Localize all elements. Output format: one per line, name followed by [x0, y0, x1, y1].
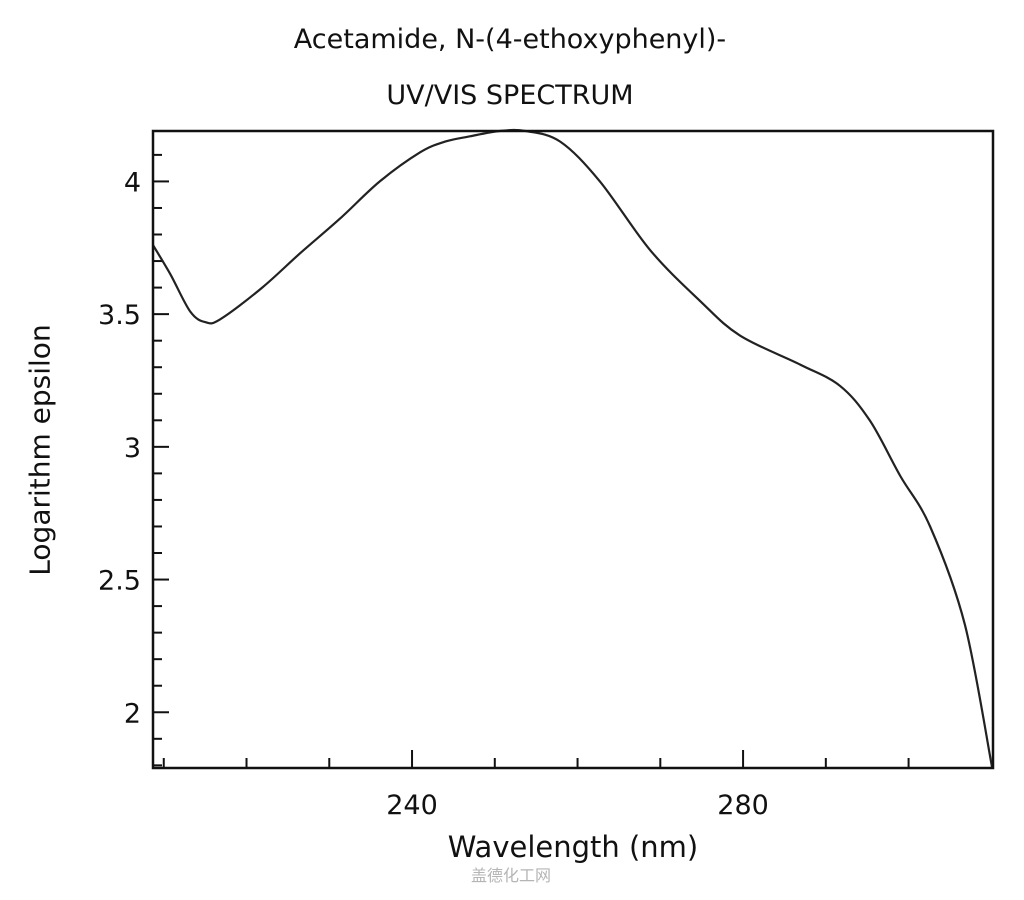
chart-title: Acetamide, N-(4-ethoxyphenyl)-	[293, 24, 727, 55]
tick-label: 3	[124, 433, 141, 464]
tick-label: 240	[386, 790, 438, 821]
axis-ticks	[153, 153, 910, 768]
watermark: 盖德化工网	[470, 866, 552, 885]
plot-frame	[151, 129, 995, 770]
tick-label: 3.5	[98, 300, 141, 331]
tick-label: 2	[124, 698, 141, 729]
tick-label: 280	[717, 790, 769, 821]
tick-label: 4	[124, 167, 141, 198]
spectrum-line	[152, 128, 994, 769]
x-axis-label: Wavelength (nm)	[447, 830, 699, 864]
tick-labels: 240 280 2 2.5 3 3.5 4	[98, 167, 769, 821]
chart-subtitle: UV/VIS SPECTRUM	[386, 80, 634, 111]
tick-label: 2.5	[98, 566, 141, 597]
